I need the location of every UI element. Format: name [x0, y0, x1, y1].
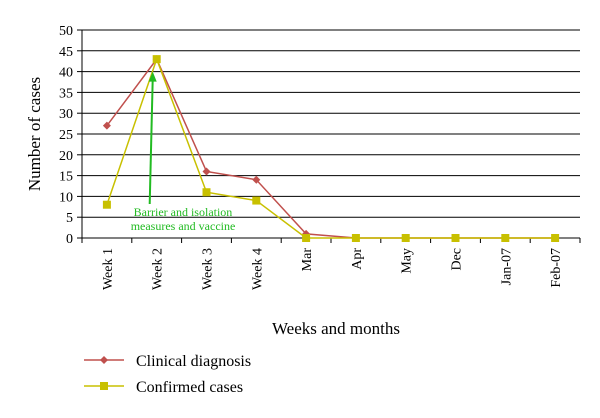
y-tick-label-35: 35 [59, 86, 73, 101]
annotation-line-1: Barrier and isolation [134, 205, 233, 219]
data-point-clinical-diagnosis-week-3 [202, 167, 211, 176]
data-point-confirmed-cases-week-1 [102, 200, 111, 209]
data-point-confirmed-cases-week-4 [252, 196, 261, 205]
annotation-line-2: measures and vaccine [131, 219, 236, 233]
y-tick-label-45: 45 [59, 45, 73, 60]
x-tick-label-week-1: Week 1 [101, 248, 116, 290]
y-tick-label-15: 15 [59, 170, 73, 185]
gridlines [82, 29, 580, 218]
data-point-confirmed-cases-apr [351, 234, 360, 242]
annotation-arrowhead [148, 71, 157, 82]
x-tick-label-feb-07: Feb-07 [549, 248, 564, 288]
y-tick-label-0: 0 [66, 232, 73, 247]
x-tick-label-jan-07: Jan-07 [499, 248, 514, 285]
legend: Clinical diagnosis Confirmed cases [84, 353, 251, 396]
y-axis-title: Number of cases [25, 77, 44, 191]
series [102, 55, 560, 242]
legend-label-confirmed-cases: Confirmed cases [136, 379, 243, 396]
series-confirmed-cases [102, 55, 560, 242]
x-tick-label-may: May [400, 248, 415, 274]
y-tick-labels: 0 5 10 15 20 25 30 35 40 45 50 [59, 24, 73, 247]
annotation-arrow [148, 79, 154, 205]
data-point-clinical-diagnosis-week-1 [102, 121, 111, 130]
x-tick-label-apr: Apr [350, 248, 365, 270]
y-tick-label-20: 20 [59, 149, 73, 164]
series-line-confirmed-cases [106, 56, 556, 239]
annotation: Barrier and isolation measures and vacci… [131, 71, 236, 233]
data-point-confirmed-cases-jan-07 [501, 234, 510, 242]
y-tick-label-30: 30 [59, 107, 73, 122]
data-point-confirmed-cases-may [401, 234, 410, 242]
x-tick-label-mar: Mar [300, 248, 315, 272]
legend-marker-clinical-diagnosis [100, 356, 108, 364]
y-tick-label-5: 5 [66, 211, 73, 226]
data-point-confirmed-cases-dec [451, 234, 460, 242]
data-point-confirmed-cases-week-2 [152, 55, 161, 64]
y-tick-label-10: 10 [59, 190, 73, 205]
x-tick-label-week-3: Week 3 [201, 248, 216, 290]
x-axis-title: Weeks and months [272, 319, 400, 338]
legend-label-clinical-diagnosis: Clinical diagnosis [136, 353, 251, 370]
y-tick-label-40: 40 [59, 66, 73, 81]
x-tick-label-week-2: Week 2 [151, 248, 166, 290]
y-tick-label-25: 25 [59, 128, 73, 143]
data-point-confirmed-cases-feb-07 [551, 234, 560, 242]
data-point-clinical-diagnosis-week-4 [252, 175, 261, 184]
data-point-confirmed-cases-week-3 [202, 188, 211, 197]
y-tick-label-50: 50 [59, 24, 73, 39]
data-point-confirmed-cases-mar [302, 234, 311, 242]
legend-marker-confirmed-cases [100, 382, 108, 390]
x-tick-labels: Week 1 Week 2 Week 3 Week 4 Mar Apr May Dec Jan-… [101, 248, 564, 290]
legend-item-clinical-diagnosis: Clinical diagnosis [84, 353, 251, 370]
x-tick-label-dec: Dec [450, 248, 465, 271]
legend-item-confirmed-cases: Confirmed cases [84, 379, 243, 396]
x-tick-label-week-4: Week 4 [250, 248, 265, 290]
